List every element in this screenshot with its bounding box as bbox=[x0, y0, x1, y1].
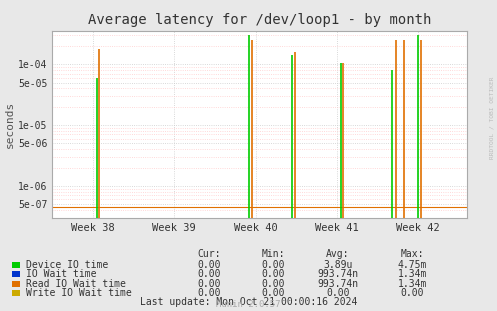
Text: Munin 2.0.57: Munin 2.0.57 bbox=[216, 300, 281, 309]
Text: Min:: Min: bbox=[261, 248, 285, 258]
Text: 0.00: 0.00 bbox=[401, 288, 424, 298]
Text: 0.00: 0.00 bbox=[197, 288, 221, 298]
Text: Cur:: Cur: bbox=[197, 248, 221, 258]
Title: Average latency for /dev/loop1 - by month: Average latency for /dev/loop1 - by mont… bbox=[88, 13, 431, 27]
Text: Avg:: Avg: bbox=[326, 248, 350, 258]
Text: Max:: Max: bbox=[401, 248, 424, 258]
Text: 0.00: 0.00 bbox=[197, 260, 221, 270]
Text: IO Wait time: IO Wait time bbox=[26, 269, 96, 279]
Text: 0.00: 0.00 bbox=[197, 279, 221, 289]
Text: Read IO Wait time: Read IO Wait time bbox=[26, 279, 126, 289]
Text: 993.74n: 993.74n bbox=[318, 279, 358, 289]
Text: 1.34m: 1.34m bbox=[398, 279, 427, 289]
Text: 4.75m: 4.75m bbox=[398, 260, 427, 270]
Text: 0.00: 0.00 bbox=[326, 288, 350, 298]
Text: 0.00: 0.00 bbox=[261, 279, 285, 289]
Text: 1.34m: 1.34m bbox=[398, 269, 427, 279]
Text: 0.00: 0.00 bbox=[261, 260, 285, 270]
Text: Device IO time: Device IO time bbox=[26, 260, 108, 270]
Text: Last update: Mon Oct 21 00:00:16 2024: Last update: Mon Oct 21 00:00:16 2024 bbox=[140, 297, 357, 307]
Text: RRDTOOL / TOBI OETIKER: RRDTOOL / TOBI OETIKER bbox=[490, 77, 495, 160]
Y-axis label: seconds: seconds bbox=[5, 101, 15, 148]
Text: 0.00: 0.00 bbox=[197, 269, 221, 279]
Text: 993.74n: 993.74n bbox=[318, 269, 358, 279]
Text: Write IO Wait time: Write IO Wait time bbox=[26, 288, 132, 298]
Text: 3.89u: 3.89u bbox=[323, 260, 353, 270]
Text: 0.00: 0.00 bbox=[261, 269, 285, 279]
Text: 0.00: 0.00 bbox=[261, 288, 285, 298]
